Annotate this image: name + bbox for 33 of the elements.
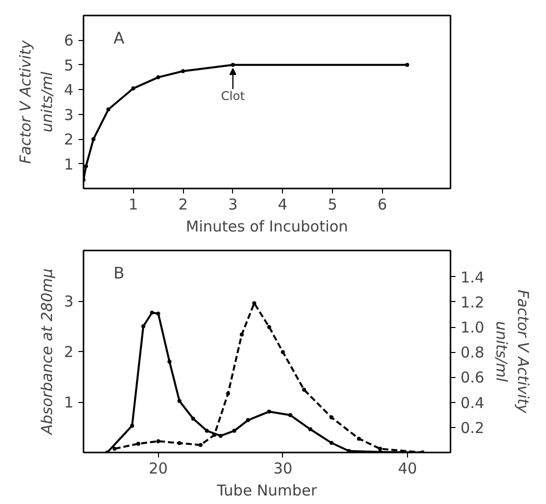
x-tick-label: 6 [378, 196, 388, 214]
y2-tick-label: 0.2 [460, 418, 484, 437]
y-axis-title: Absorbance at 280mμ [38, 268, 56, 436]
y2-tick-label: 1.2 [460, 293, 484, 312]
y-tick-label: 2 [64, 343, 74, 361]
y2-tick-label: 1.4 [460, 268, 484, 286]
y2-tick-label: 0.4 [460, 394, 484, 412]
annotation: Clot [221, 89, 246, 104]
x-tick-label: 4 [278, 196, 288, 214]
x-tick-label: 2 [178, 196, 188, 214]
y-tick-label: 2 [64, 130, 74, 149]
x-axis-title: Minutes of Incubotion [186, 218, 348, 236]
y2-tick-label: 1.0 [460, 318, 484, 337]
annotation: A [114, 28, 124, 48]
x-tick-label: 40 [398, 460, 418, 478]
x-tick-label: 20 [148, 460, 168, 478]
y-tick-label: 4 [64, 81, 74, 100]
x-tick-label: 30 [273, 460, 292, 478]
y2-tick-label: 0.6 [460, 368, 484, 387]
x-tick-label: 1 [128, 196, 138, 214]
y-tick-label: 6 [64, 32, 74, 50]
y2-axis-title: Factor Ⅴ Activity units/ml [492, 290, 532, 414]
x-tick-label: 3 [228, 196, 238, 214]
x-axis-title: Tube Number [216, 482, 318, 500]
annotation: B [114, 264, 124, 282]
y-tick-label: 3 [64, 106, 74, 124]
y-tick-label: 5 [64, 56, 74, 74]
x-tick-label: 5 [328, 196, 338, 214]
y-tick-label: 1 [64, 155, 74, 174]
y-tick-label: 1 [64, 394, 74, 412]
y-axis-title: Factor Ⅴ Activity units/ml [16, 39, 56, 164]
y-tick-label: 3 [64, 292, 74, 310]
y2-tick-label: 0.8 [460, 344, 484, 362]
